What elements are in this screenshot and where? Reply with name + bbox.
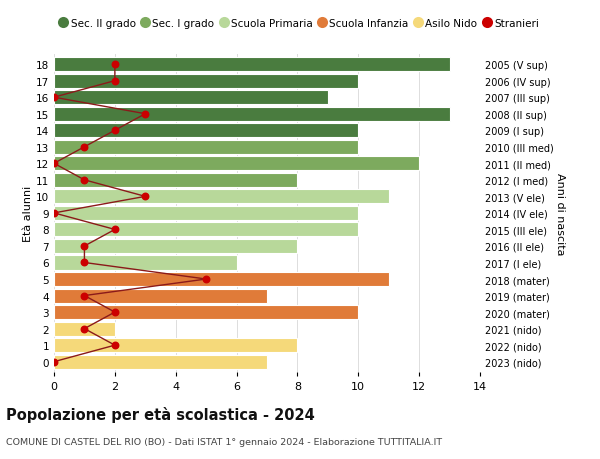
Bar	[54, 140, 358, 155]
Point	[80, 259, 89, 267]
Point	[110, 127, 119, 134]
Text: Popolazione per età scolastica - 2024: Popolazione per età scolastica - 2024	[6, 406, 315, 422]
Point	[140, 111, 150, 118]
Bar	[54, 223, 358, 237]
Bar	[54, 256, 236, 270]
Point	[80, 292, 89, 300]
Point	[110, 78, 119, 85]
Point	[49, 94, 59, 101]
Point	[80, 177, 89, 184]
Point	[140, 193, 150, 201]
Bar	[54, 322, 115, 336]
Point	[49, 210, 59, 217]
Bar	[54, 107, 449, 122]
Bar	[54, 124, 358, 138]
Point	[80, 325, 89, 333]
Bar	[54, 91, 328, 105]
Bar	[54, 190, 389, 204]
Point	[202, 276, 211, 283]
Bar	[54, 207, 358, 220]
Y-axis label: Anni di nascita: Anni di nascita	[555, 172, 565, 255]
Point	[49, 160, 59, 168]
Y-axis label: Età alunni: Età alunni	[23, 185, 33, 241]
Point	[110, 62, 119, 69]
Text: COMUNE DI CASTEL DEL RIO (BO) - Dati ISTAT 1° gennaio 2024 - Elaborazione TUTTIT: COMUNE DI CASTEL DEL RIO (BO) - Dati IST…	[6, 437, 442, 446]
Legend: Sec. II grado, Sec. I grado, Scuola Primaria, Scuola Infanzia, Asilo Nido, Stran: Sec. II grado, Sec. I grado, Scuola Prim…	[59, 19, 539, 29]
Point	[110, 309, 119, 316]
Bar	[54, 272, 389, 286]
Point	[110, 341, 119, 349]
Point	[49, 358, 59, 365]
Bar	[54, 58, 449, 72]
Point	[80, 243, 89, 250]
Bar	[54, 174, 298, 187]
Bar	[54, 240, 298, 253]
Bar	[54, 157, 419, 171]
Bar	[54, 289, 267, 303]
Bar	[54, 305, 358, 319]
Point	[80, 144, 89, 151]
Bar	[54, 355, 267, 369]
Point	[110, 226, 119, 234]
Bar	[54, 74, 358, 89]
Bar	[54, 338, 298, 353]
